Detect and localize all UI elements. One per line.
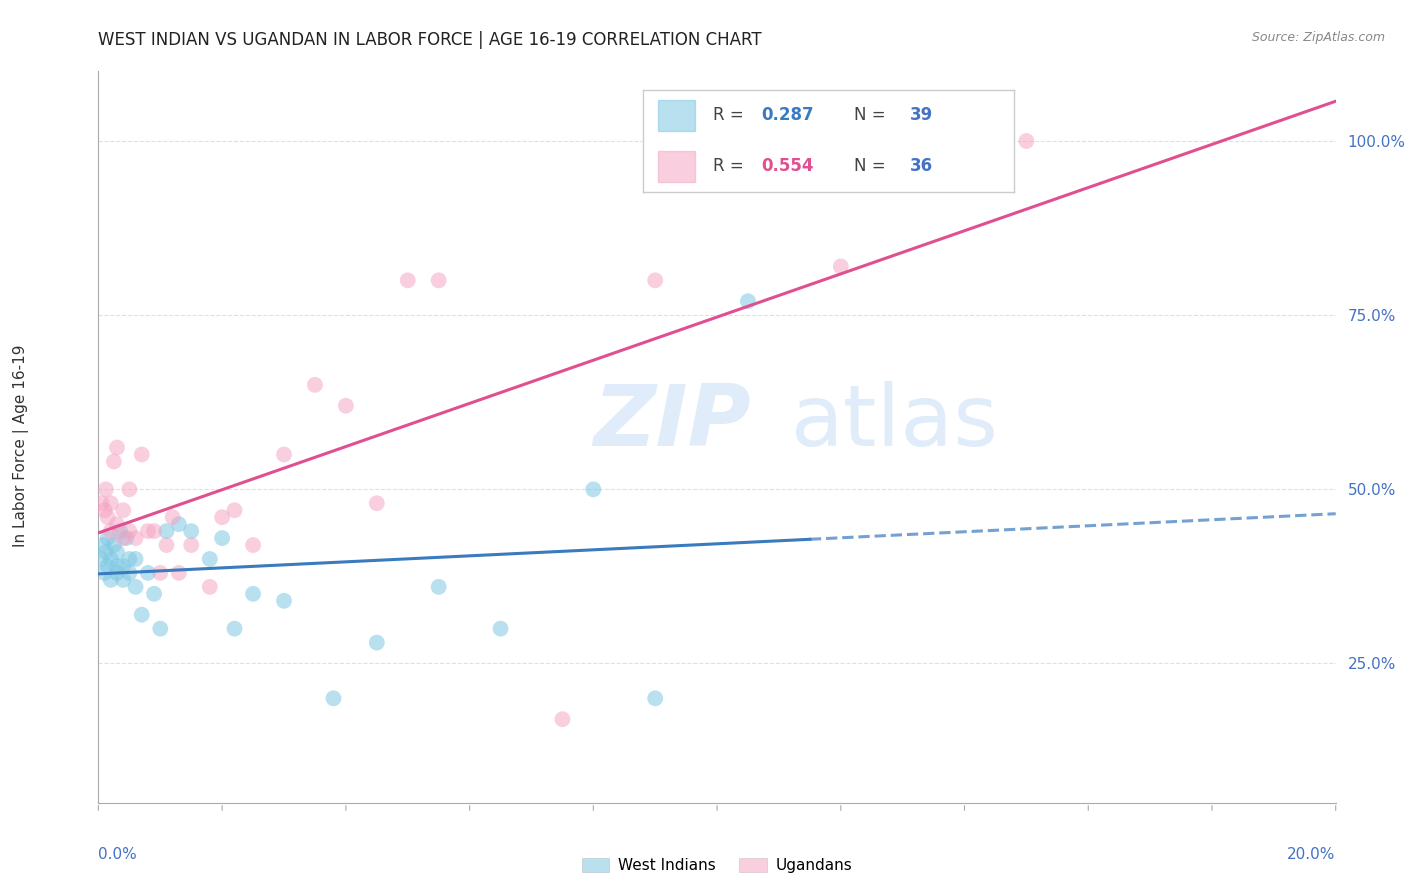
Point xyxy=(100,496,122,510)
Point xyxy=(94,483,117,497)
Point xyxy=(112,503,135,517)
Legend: West Indians, Ugandans: West Indians, Ugandans xyxy=(575,852,859,880)
Point xyxy=(124,580,146,594)
Point xyxy=(149,622,172,636)
Point xyxy=(167,517,190,532)
Point xyxy=(136,524,159,538)
Point xyxy=(162,510,184,524)
Point xyxy=(97,510,120,524)
Point xyxy=(143,587,166,601)
Point xyxy=(396,273,419,287)
Point xyxy=(427,580,450,594)
Point xyxy=(427,273,450,287)
Point xyxy=(644,273,666,287)
Point xyxy=(644,691,666,706)
Point xyxy=(118,483,141,497)
Text: ZIP: ZIP xyxy=(593,381,751,464)
Point xyxy=(108,524,131,538)
Point xyxy=(118,552,141,566)
Point xyxy=(118,566,141,580)
Point xyxy=(273,594,295,608)
Point xyxy=(112,558,135,573)
Point xyxy=(366,635,388,649)
Point xyxy=(105,566,128,580)
Point xyxy=(131,607,153,622)
Point xyxy=(100,552,122,566)
Text: WEST INDIAN VS UGANDAN IN LABOR FORCE | AGE 16-19 CORRELATION CHART: WEST INDIAN VS UGANDAN IN LABOR FORCE | … xyxy=(98,31,762,49)
Point xyxy=(155,538,177,552)
Point xyxy=(100,524,122,538)
Point xyxy=(115,531,138,545)
Point xyxy=(97,558,120,573)
Point xyxy=(242,587,264,601)
Point xyxy=(90,496,112,510)
Point xyxy=(94,545,117,559)
Point xyxy=(149,566,172,580)
Point xyxy=(136,566,159,580)
Point xyxy=(93,503,115,517)
Point xyxy=(322,691,344,706)
Point xyxy=(155,524,177,538)
Point xyxy=(224,622,246,636)
Point xyxy=(737,294,759,309)
Point xyxy=(830,260,852,274)
Text: 0.0%: 0.0% xyxy=(98,847,138,862)
Point xyxy=(335,399,357,413)
Point xyxy=(100,573,122,587)
Point xyxy=(90,552,112,566)
Point xyxy=(551,712,574,726)
Point xyxy=(93,538,115,552)
Point xyxy=(180,538,202,552)
Point xyxy=(180,524,202,538)
Text: Source: ZipAtlas.com: Source: ZipAtlas.com xyxy=(1251,31,1385,45)
Point xyxy=(93,566,115,580)
Point xyxy=(273,448,295,462)
Point xyxy=(112,531,135,545)
Point xyxy=(105,545,128,559)
Point xyxy=(112,573,135,587)
Point xyxy=(97,531,120,545)
Point xyxy=(131,448,153,462)
Point xyxy=(105,441,128,455)
Point xyxy=(198,580,221,594)
Point xyxy=(211,510,233,524)
Point xyxy=(105,517,128,532)
Point xyxy=(489,622,512,636)
Point xyxy=(105,558,128,573)
Point xyxy=(582,483,605,497)
Point xyxy=(103,538,125,552)
Text: In Labor Force | Age 16-19: In Labor Force | Age 16-19 xyxy=(13,344,30,548)
Point xyxy=(224,503,246,517)
Point xyxy=(103,454,125,468)
Point xyxy=(304,377,326,392)
Point xyxy=(143,524,166,538)
Point xyxy=(366,496,388,510)
Point xyxy=(124,531,146,545)
Point xyxy=(167,566,190,580)
Text: 20.0%: 20.0% xyxy=(1288,847,1336,862)
Point xyxy=(198,552,221,566)
Point xyxy=(211,531,233,545)
Point xyxy=(1015,134,1038,148)
Point xyxy=(242,538,264,552)
Text: atlas: atlas xyxy=(792,381,1000,464)
Point xyxy=(124,552,146,566)
Point xyxy=(118,524,141,538)
